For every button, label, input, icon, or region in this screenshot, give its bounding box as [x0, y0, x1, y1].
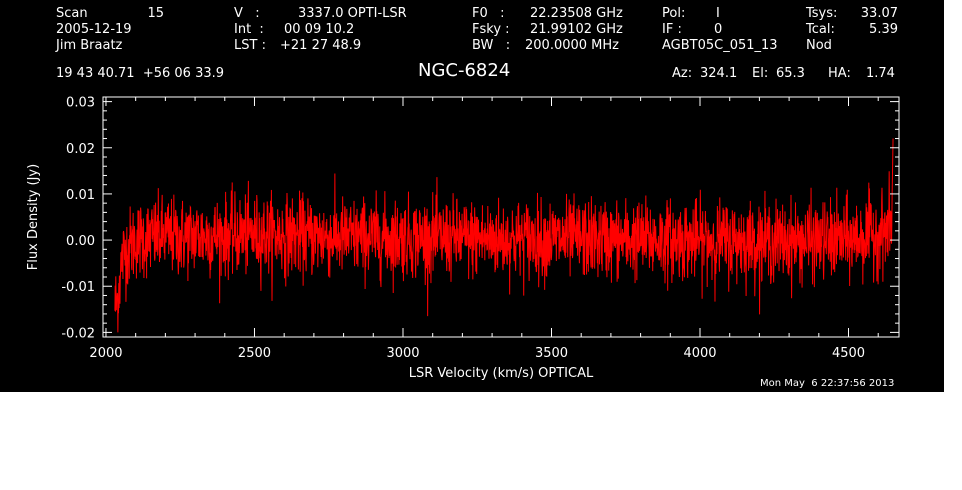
procedure-name: Nod	[806, 38, 832, 53]
plot-frame	[102, 96, 900, 338]
tcal-label: Tcal:	[806, 22, 835, 37]
integration-value: 00 09 10.2	[284, 22, 355, 37]
bandwidth-label: BW :	[472, 38, 511, 53]
object-title: NGC-6824	[418, 60, 511, 81]
hour-angle-value: 1.74	[866, 66, 895, 81]
f0-value: 22.23508 GHz	[530, 6, 623, 21]
x-axis: 2000 2500 3000 3500 4000 4500	[89, 97, 879, 361]
if-value: 0	[714, 22, 723, 37]
plot-panel: Scan 15 2005-12-19 Jim Braatz V : 3337.0…	[0, 0, 944, 392]
y-tick-label: 0.03	[66, 96, 95, 111]
scan-value: 15	[147, 6, 164, 21]
y-axis-label: Flux Density (Jy)	[26, 164, 41, 270]
y-tick-label: 0.01	[66, 188, 95, 203]
tsys-label: Tsys:	[806, 6, 838, 21]
bandwidth-value: 200.0000 MHz	[525, 38, 619, 53]
hour-angle-label: HA:	[828, 66, 851, 81]
y-tick-label: -0.01	[61, 280, 95, 295]
lst-value: +21 27 48.9	[280, 38, 362, 53]
velocity-value: 3337.0 OPTI-LSR	[298, 6, 407, 21]
x-tick-label: 4000	[683, 346, 716, 361]
y-tick-label: 0.02	[66, 142, 95, 157]
y-tick-label: 0.00	[66, 234, 95, 249]
y-axis: -0.02 -0.01 0.00 0.01 0.02 0.03	[61, 96, 899, 341]
azimuth-value: 324.1	[700, 66, 738, 81]
y-tick-label: -0.02	[61, 326, 95, 341]
date-text: 2005-12-19	[56, 22, 132, 37]
velocity-label: V :	[234, 6, 260, 21]
integration-label: Int :	[234, 22, 264, 37]
x-tick-label: 3500	[535, 346, 568, 361]
trace-layer	[114, 138, 894, 333]
lst-label: LST :	[234, 38, 271, 53]
scan-label: Scan	[56, 6, 88, 21]
observer-text: Jim Braatz	[56, 38, 123, 53]
fsky-label: Fsky :	[472, 22, 510, 37]
fsky-value: 21.99102 GHz	[530, 22, 623, 37]
if-label: IF :	[662, 22, 682, 37]
elevation-value: 65.3	[776, 66, 805, 81]
elevation-label: El:	[752, 66, 769, 81]
project-id: AGBT05C_051_13	[662, 38, 778, 53]
x-tick-label: 2500	[238, 346, 271, 361]
azimuth-label: Az:	[672, 66, 693, 81]
pol-label: Pol:	[662, 6, 686, 21]
tsys-value: 33.07	[860, 6, 898, 21]
source-coordinates: 19 43 40.71 +56 06 33.9	[56, 66, 225, 81]
x-axis-label: LSR Velocity (km/s) OPTICAL	[409, 366, 594, 381]
x-tick-label: 4500	[832, 346, 865, 361]
f0-label: F0 :	[472, 6, 505, 21]
pol-value: I	[716, 6, 720, 21]
spectrum-trace	[114, 138, 894, 333]
spectrum-chart: 2000 2500 3000 3500 4000 4500 -0.02 -0.01 0.00 0…	[26, 96, 900, 381]
tcal-value: 5.39	[869, 22, 898, 37]
timestamp: Mon May 6 22:37:56 2013	[760, 378, 895, 389]
x-tick-label: 3000	[386, 346, 419, 361]
x-tick-label: 2000	[89, 346, 122, 361]
